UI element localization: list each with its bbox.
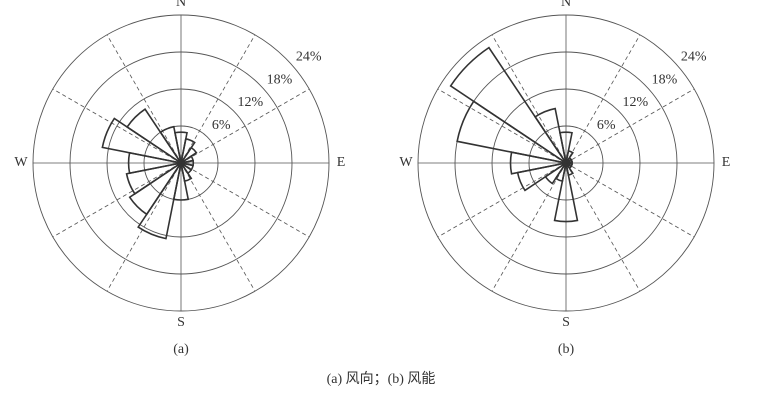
wedge	[159, 125, 182, 164]
ring	[32, 14, 330, 312]
ring-label: 12%	[623, 95, 649, 110]
wedge	[137, 162, 182, 240]
chart-title: (b)	[558, 342, 575, 357]
ring	[454, 51, 678, 275]
wedge	[180, 137, 196, 164]
wedge	[126, 108, 182, 164]
ring-label: 18%	[652, 72, 678, 87]
ring-label: 24%	[681, 49, 707, 64]
direction-label: E	[337, 155, 346, 170]
wedge	[534, 107, 567, 164]
wedge	[125, 162, 182, 195]
ring-label: 18%	[267, 72, 293, 87]
direction-label: W	[14, 155, 28, 170]
direction-label: W	[399, 155, 413, 170]
ring	[528, 125, 604, 201]
wedge	[565, 149, 574, 164]
wedge	[553, 162, 579, 223]
ring-label: 12%	[238, 95, 264, 110]
ring	[491, 88, 641, 238]
wedge	[101, 117, 182, 164]
direction-label: N	[176, 0, 186, 10]
direction-label: E	[722, 155, 731, 170]
ring-label: 24%	[296, 49, 322, 64]
ring	[417, 14, 715, 312]
ring-label: 6%	[597, 118, 616, 133]
figure-caption: (a) 风向；(b) 风能	[327, 371, 436, 387]
direction-label: S	[177, 315, 185, 330]
ring	[106, 88, 256, 238]
chart-title: (a)	[173, 342, 189, 357]
direction-label: S	[562, 315, 570, 330]
direction-label: N	[561, 0, 571, 10]
wedge	[449, 46, 567, 164]
ring	[69, 51, 293, 275]
ring-label: 6%	[212, 118, 231, 133]
wedge	[128, 162, 182, 216]
wedge	[180, 146, 198, 164]
